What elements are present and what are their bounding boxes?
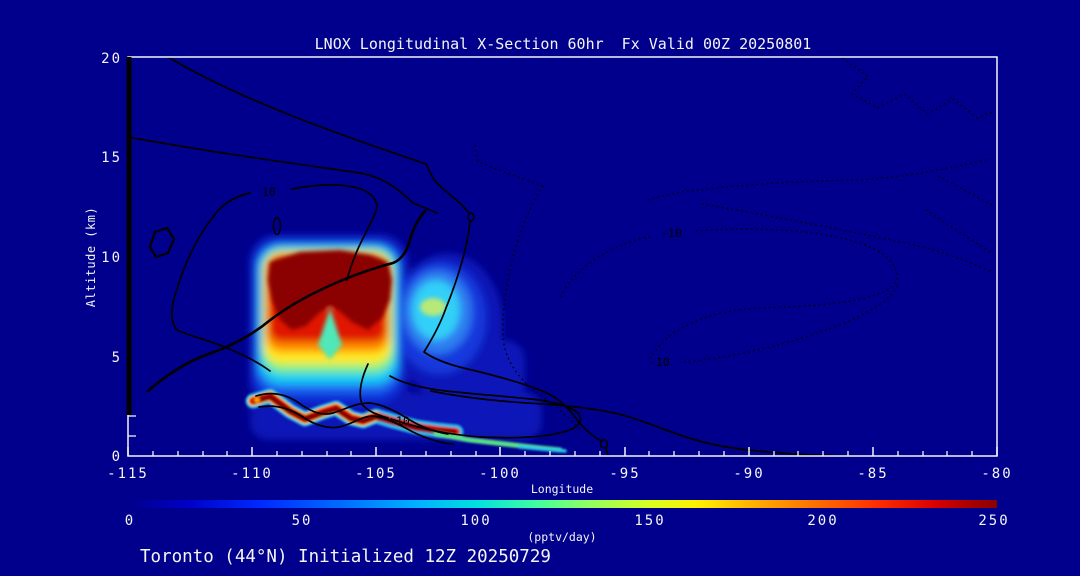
concentration-field xyxy=(245,234,567,453)
y-tick-20: 20 xyxy=(101,51,122,67)
x-tick-n90: -90 xyxy=(733,466,764,482)
plot-title: LNOX Longitudinal X-Section 60hr Fx Vali… xyxy=(315,35,812,53)
colorbar xyxy=(128,500,997,508)
x-minor-ticks xyxy=(152,451,973,456)
cb-tick-0: 0 xyxy=(125,513,135,529)
y-axis-title: Altitude (km) xyxy=(84,207,98,307)
colorbar-tick-labels: 0 50 100 150 200 250 xyxy=(125,513,1009,529)
x-tick-n95: -95 xyxy=(609,466,640,482)
cb-tick-200: 200 xyxy=(807,513,838,529)
contour-label-10-upper: 10 xyxy=(262,185,276,199)
x-tick-labels: -115 -110 -105 -100 -95 -90 -85 -80 xyxy=(107,466,1012,482)
x-tick-n110: -110 xyxy=(231,466,273,482)
contour-label-neg10-upper: -10 xyxy=(661,226,682,240)
cb-tick-150: 150 xyxy=(634,513,665,529)
y-tick-0: 0 xyxy=(112,449,122,465)
contour-label-10-lower: 10 xyxy=(396,414,410,428)
x-tick-n100: -100 xyxy=(479,466,521,482)
contour-lines xyxy=(128,57,995,456)
y-axis-black-bar xyxy=(126,57,132,415)
x-tick-n80: -80 xyxy=(981,466,1012,482)
cb-tick-250: 250 xyxy=(978,513,1009,529)
contour-label-neg10-lower: -10 xyxy=(649,355,670,369)
cb-tick-50: 50 xyxy=(292,513,313,529)
axes-frame xyxy=(126,56,998,457)
y-tick-15: 15 xyxy=(101,150,122,166)
y-tick-5: 5 xyxy=(112,350,122,366)
cb-tick-100: 100 xyxy=(460,513,491,529)
x-axis-title: Longitude xyxy=(531,482,593,496)
y-tick-10: 10 xyxy=(101,250,122,266)
y-minor-ticks xyxy=(128,415,136,437)
colorbar-units-label: (pptv/day) xyxy=(527,530,596,544)
x-tick-n105: -105 xyxy=(355,466,397,482)
initialization-caption: Toronto (44°N) Initialized 12Z 20250729 xyxy=(140,547,551,567)
x-major-ticks xyxy=(127,447,998,456)
x-tick-n85: -85 xyxy=(857,466,888,482)
x-tick-n115: -115 xyxy=(107,466,149,482)
y-tick-labels: 20 15 10 5 0 xyxy=(101,51,122,465)
